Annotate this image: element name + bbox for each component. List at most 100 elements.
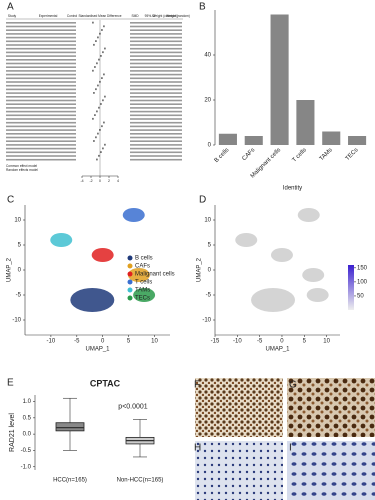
legend-label: CAFs	[135, 264, 150, 270]
forest-row-text	[6, 125, 76, 128]
y-tick-label: 5	[18, 243, 22, 249]
forest-square	[92, 21, 94, 24]
strip	[244, 136, 263, 145]
forest-row-text	[6, 136, 76, 139]
forest-row-text	[6, 144, 76, 146]
forest-header: SMD	[131, 14, 139, 18]
forest-row-text	[130, 22, 182, 24]
forest-summary: Common effect model	[6, 164, 37, 168]
forest-row-text	[6, 151, 76, 154]
y-tick-label: -1.0	[21, 464, 32, 470]
x-axis-label: UMAP_1	[85, 347, 110, 353]
forest-row-text	[130, 155, 182, 157]
forest-square	[98, 106, 100, 109]
y-axis-label: UMAP_2	[197, 257, 203, 282]
forest-row-text	[130, 36, 182, 39]
y-tick-label: 10	[14, 218, 21, 224]
y-axis-label: UMAP_2	[7, 257, 13, 282]
forest-row-text	[6, 22, 76, 24]
forest-square	[94, 66, 96, 68]
forest-square	[92, 69, 94, 72]
forest-row-text	[130, 47, 182, 50]
forest-header: Weight (common)	[152, 14, 177, 18]
y-tick-label: 10	[204, 218, 211, 224]
x-tick-label: CAFs	[241, 147, 256, 162]
panel-label: F	[194, 380, 200, 391]
forest-row-text	[130, 158, 182, 161]
colorbar	[348, 265, 354, 310]
forest-square	[103, 25, 105, 28]
y-tick-label: 40	[204, 53, 211, 59]
forest-row-text	[130, 118, 182, 120]
strip	[218, 133, 237, 145]
forest-header: 95%-CI	[145, 14, 156, 18]
y-tick-label: 20	[204, 98, 211, 104]
forest-square	[98, 154, 100, 157]
forest-square	[101, 29, 103, 31]
legend-swatch	[127, 287, 133, 293]
legend-label: Malignant cells	[135, 272, 175, 278]
x-tick-label: Non-HCC(n=165)	[117, 478, 164, 484]
forest-row-text	[6, 47, 76, 50]
forest-row-text	[6, 25, 76, 28]
forest-row-text	[130, 66, 182, 68]
forest-row-text	[6, 44, 76, 46]
cluster	[91, 248, 114, 262]
forest-square	[97, 36, 99, 39]
legend-label: TAMs	[135, 288, 150, 294]
x-tick-label: 5	[127, 339, 131, 345]
forest-row-text	[130, 140, 182, 142]
forest-row-text	[130, 129, 182, 131]
cluster	[70, 288, 115, 312]
forest-row-text	[6, 55, 76, 57]
cell-cluster	[251, 288, 296, 312]
forest-row-text	[130, 133, 182, 135]
x-tick-label: 0	[101, 339, 105, 345]
forest-square	[97, 132, 99, 135]
forest-row-text	[130, 59, 182, 61]
forest-row-text	[6, 81, 76, 83]
x-axis-label: Identity	[283, 186, 302, 192]
x-tick-label: -10	[47, 339, 56, 345]
forest-square	[98, 58, 100, 61]
legend-swatch	[127, 271, 133, 277]
forest-row-text	[6, 84, 76, 87]
forest-row-text	[130, 77, 182, 80]
forest-row-text	[130, 96, 182, 98]
y-tick-label: -0.5	[21, 448, 32, 454]
x-tick-label: -2	[89, 179, 92, 183]
forest-square	[102, 147, 104, 150]
legend-label: TECs	[135, 296, 150, 302]
panel-label: A	[7, 2, 14, 13]
forest-row-text	[6, 59, 76, 61]
legend-swatch	[127, 295, 133, 301]
x-tick-label: 5	[303, 339, 307, 345]
ihc-image	[287, 441, 375, 500]
forest-square	[104, 143, 106, 146]
forest-row-text	[130, 136, 182, 139]
cluster	[133, 288, 156, 302]
forest-square	[96, 158, 98, 161]
cluster	[127, 268, 150, 282]
panel-label: B	[199, 2, 206, 13]
y-tick-label: 0	[208, 268, 212, 274]
forest-row-text	[130, 88, 182, 91]
strip	[322, 131, 341, 145]
forest-square	[100, 55, 102, 57]
forest-square	[100, 151, 102, 153]
forest-square	[92, 117, 94, 120]
forest-row-text	[6, 114, 76, 117]
x-tick-label: -5	[257, 339, 263, 345]
y-tick-label: 0.0	[23, 432, 32, 438]
x-tick-label: 0	[99, 179, 101, 183]
forest-square	[95, 88, 97, 91]
y-tick-label: -10	[12, 318, 21, 324]
strip	[296, 100, 315, 145]
forest-header: Experimental	[39, 14, 58, 18]
forest-row-text	[6, 88, 76, 91]
y-tick-label: -5	[206, 293, 212, 299]
forest-row-text	[6, 103, 76, 105]
colorbar-label: 50	[357, 294, 364, 300]
forest-header: Standardised Mean Difference	[79, 14, 122, 18]
legend-label: T cells	[135, 280, 152, 286]
